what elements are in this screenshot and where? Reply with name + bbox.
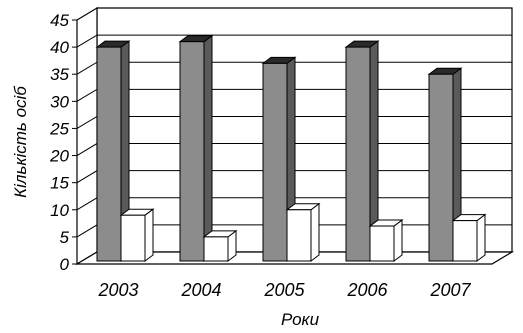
y-tick-label: 10: [50, 201, 69, 220]
bar-side: [310, 202, 320, 262]
bar-front: [179, 41, 205, 262]
bar-series2-2003: [119, 208, 155, 262]
y-tick-label: 40: [50, 38, 69, 57]
bars: [95, 34, 487, 262]
x-tick-label: 2004: [180, 280, 221, 300]
bar-side: [144, 208, 154, 262]
bar-series1-2006: [344, 40, 380, 262]
bar-series1-2004: [178, 34, 214, 262]
bar-series1-2005: [261, 56, 297, 262]
y-tick-label: 15: [50, 174, 69, 193]
x-tick-label: 2007: [429, 280, 471, 300]
bar-front: [428, 73, 454, 262]
bar-series1-2003: [95, 40, 131, 262]
x-tick-label: 2006: [346, 280, 388, 300]
y-axis-ticks: 0 5 10 15 20 25 30 35 40 45: [49, 11, 77, 274]
bar-front: [262, 62, 288, 262]
side-wall: [76, 6, 98, 266]
bar-side: [393, 219, 403, 262]
bar-front: [286, 209, 312, 262]
bar-front: [345, 46, 371, 262]
y-tick-label: 5: [60, 228, 70, 247]
bar-front: [203, 236, 229, 262]
bar-front: [96, 46, 122, 262]
bar-front: [452, 220, 478, 262]
y-tick-label: 30: [50, 92, 69, 111]
bar-side: [203, 34, 213, 262]
bar-front: [120, 214, 146, 262]
y-axis-title: Кількість осіб: [11, 85, 30, 198]
bar-series2-2005: [285, 202, 321, 262]
bar-side: [476, 213, 486, 262]
bar-front: [369, 225, 395, 262]
x-axis-title: Роки: [281, 310, 320, 329]
y-tick-label: 45: [50, 11, 69, 30]
x-tick-label: 2003: [97, 280, 138, 300]
bar-series2-2007: [451, 213, 487, 262]
y-tick-label: 35: [50, 65, 69, 84]
gridline: [76, 34, 512, 48]
x-tick-label: 2005: [263, 280, 305, 300]
y-tick-label: 20: [49, 147, 69, 166]
bar-series2-2004: [202, 229, 238, 262]
x-axis-ticks: 2003 2004 2005 2006 2007: [97, 280, 471, 300]
bar-series1-2007: [427, 67, 463, 262]
y-tick-label: 0: [60, 255, 70, 274]
y-tick-label: 25: [49, 119, 69, 138]
bar-series2-2006: [368, 219, 404, 262]
